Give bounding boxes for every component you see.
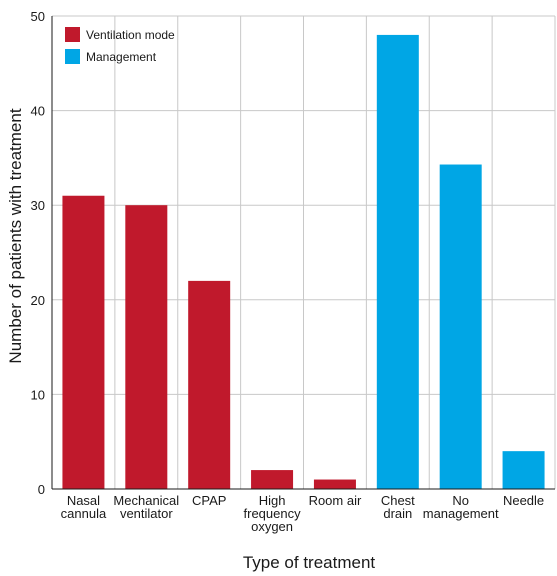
bar-management-6 <box>439 164 482 489</box>
y-tick-label-0: 0 <box>38 482 45 497</box>
legend-label-1: Management <box>86 50 157 64</box>
axes <box>51 16 555 490</box>
bar-ventilation-4 <box>313 479 356 489</box>
x-category-label-6: No management <box>423 493 499 521</box>
x-category-label-4: Room air <box>309 493 362 508</box>
y-tick-label-2: 20 <box>31 293 45 308</box>
y-axis-title: Number of patients with treatment <box>6 108 25 363</box>
bar-ventilation-1 <box>125 205 168 489</box>
x-axis-title: Type of treatment <box>243 553 376 572</box>
legend: Ventilation mode Management <box>65 27 175 64</box>
y-tick-labels: 0 10 20 30 40 50 <box>31 9 45 497</box>
bar-ventilation-3 <box>251 470 294 489</box>
y-tick-label-4: 40 <box>31 104 45 119</box>
legend-label-0: Ventilation mode <box>86 28 175 42</box>
bar-management-7 <box>502 451 545 489</box>
x-category-label-0: Nasal cannula <box>61 493 107 521</box>
bars <box>62 34 545 490</box>
y-tick-label-5: 50 <box>31 9 45 24</box>
bar-ventilation-2 <box>188 280 231 489</box>
legend-swatch-1 <box>65 49 80 64</box>
bar-ventilation-0 <box>62 195 105 490</box>
y-tick-label-1: 10 <box>31 387 45 402</box>
legend-swatch-0 <box>65 27 80 42</box>
x-category-label-2: CPAP <box>192 493 226 508</box>
x-category-label-7: Needle <box>503 493 544 508</box>
x-category-label-5: Chest drain <box>381 493 415 521</box>
x-category-label-3: High frequency oxygen <box>244 493 302 534</box>
bar-management-5 <box>376 34 419 490</box>
y-tick-label-3: 30 <box>31 198 45 213</box>
x-category-label-1: Mechanical ventilator <box>113 493 179 521</box>
